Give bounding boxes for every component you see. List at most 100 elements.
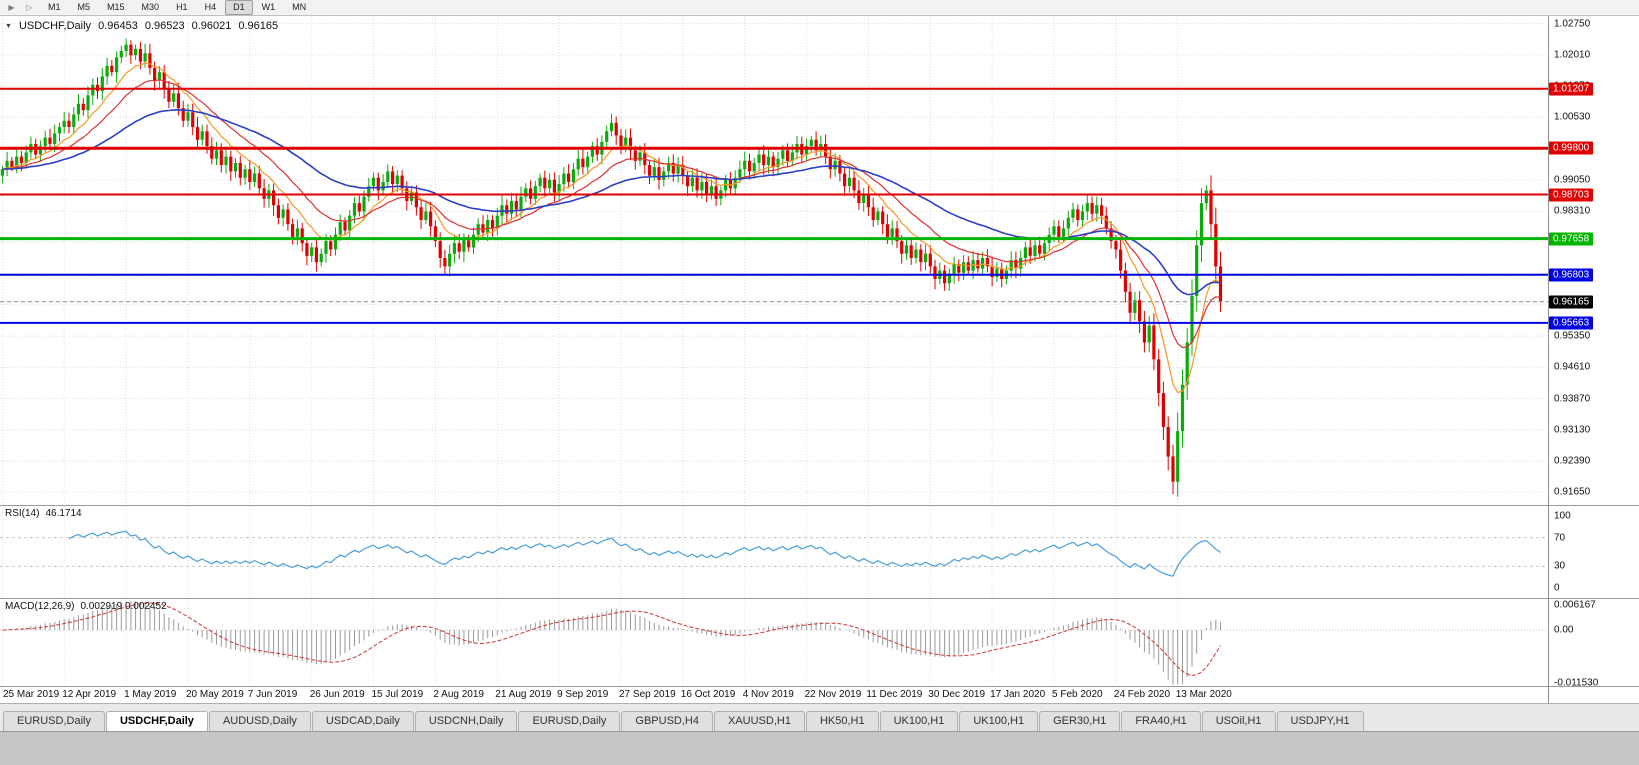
candle <box>1166 416 1170 471</box>
symbol-dropdown-icon[interactable]: ▼ <box>5 22 12 30</box>
rsi-axis[interactable]: 100 70 30 0 <box>1548 506 1639 598</box>
candle <box>1128 282 1132 324</box>
candle <box>295 220 299 245</box>
candle <box>424 202 428 224</box>
rsi-label: RSI(14) <box>5 508 40 519</box>
candle <box>314 238 318 272</box>
timeframe-button-d1[interactable]: D1 <box>225 0 253 15</box>
candle <box>1176 412 1180 497</box>
candle <box>667 156 671 179</box>
chart-tab-gbpusd-h4[interactable]: GBPUSD,H4 <box>621 711 713 731</box>
price-level-flag: 1.01207 <box>1549 82 1594 96</box>
price-level-flag: 0.95663 <box>1549 316 1594 330</box>
timeframe-button-m30[interactable]: M30 <box>141 2 160 12</box>
chart-tab-eurusd-daily[interactable]: EURUSD,Daily <box>518 711 621 731</box>
date-tick-label: 21 Aug 2019 <box>495 689 552 700</box>
candle <box>609 113 614 137</box>
date-tick-label: 13 Mar 2020 <box>1175 689 1232 700</box>
candle <box>91 78 95 105</box>
candle <box>119 45 123 64</box>
candle <box>766 149 771 174</box>
candle <box>129 40 133 64</box>
moving-average-20[interactable] <box>2 79 1221 349</box>
chart-tab-usdjpy-h1[interactable]: USDJPY,H1 <box>1276 711 1364 731</box>
timeframe-button-h4[interactable]: H4 <box>204 2 217 12</box>
candle <box>1090 196 1094 221</box>
candle <box>62 111 66 134</box>
candle <box>72 107 76 134</box>
candle <box>733 170 737 196</box>
chart-tab-usdcad-daily[interactable]: USDCAD,Daily <box>311 711 414 731</box>
candle <box>495 208 499 236</box>
candle <box>586 151 590 175</box>
candle <box>76 94 81 122</box>
price-tick-label: 1.02010 <box>1554 49 1591 61</box>
candle <box>333 227 338 256</box>
chart-tab-uk100-h1[interactable]: UK100,H1 <box>959 711 1039 731</box>
rsi-tick-label: 0 <box>1554 582 1560 594</box>
chart-tab-fra40-h1[interactable]: FRA40,H1 <box>1121 711 1201 731</box>
candle <box>124 38 128 57</box>
candle <box>367 177 371 202</box>
chart-low-value: 0.96021 <box>191 20 232 32</box>
chart-tab-usdcnh-daily[interactable]: USDCNH,Daily <box>414 711 518 731</box>
candle <box>828 149 832 179</box>
macd-header: MACD(12,26,9) 0.002919 0.002452 <box>5 601 167 612</box>
chart-tab-xauusd-h1[interactable]: XAUUSD,H1 <box>713 711 805 731</box>
rsi-tick-label: 30 <box>1554 560 1566 572</box>
candle <box>376 172 380 201</box>
candle <box>229 150 233 181</box>
candle <box>719 186 723 206</box>
candle <box>200 124 204 146</box>
timeframe-button-m5[interactable]: M5 <box>77 2 91 12</box>
rsi-canvas[interactable] <box>0 506 1548 598</box>
candle <box>1171 444 1175 495</box>
candle <box>557 175 561 201</box>
candle <box>747 153 752 180</box>
candle <box>862 188 866 212</box>
macd-axis[interactable]: 0.006167 0.00 -0.011530 <box>1548 599 1639 688</box>
candle <box>1199 188 1204 263</box>
price-chart-canvas[interactable] <box>0 16 1548 505</box>
candle <box>238 155 242 186</box>
candle <box>1066 210 1070 236</box>
candle <box>243 164 247 185</box>
candle <box>1133 291 1137 321</box>
chart-tab-usoil-h1[interactable]: USOil,H1 <box>1201 711 1276 731</box>
moving-average-10[interactable] <box>2 62 1221 394</box>
timeframe-button-h1[interactable]: H1 <box>176 2 188 12</box>
chart-tab-usdchf-daily[interactable]: USDCHF,Daily <box>105 711 208 731</box>
candle <box>957 259 961 282</box>
moving-average-50[interactable] <box>2 108 1221 296</box>
time-axis[interactable]: 25 Mar 2019 12 Apr 2019 1 May 2019 20 May 2… <box>0 686 1639 703</box>
chart-tab-uk100-h1[interactable]: UK100,H1 <box>879 711 959 731</box>
chart-tab-eurusd-daily[interactable]: EURUSD,Daily <box>3 711 105 731</box>
timeframe-button-mn[interactable]: MN <box>292 2 307 12</box>
timeframe-button-m15[interactable]: M15 <box>107 2 125 12</box>
candle <box>562 166 566 192</box>
candle <box>233 158 238 178</box>
candle <box>809 136 813 153</box>
candle <box>157 65 161 89</box>
chart-tab-ger30-h1[interactable]: GER30,H1 <box>1039 711 1121 731</box>
macd-canvas[interactable] <box>0 599 1548 686</box>
chart-tab-hk50-h1[interactable]: HK50,H1 <box>805 711 879 731</box>
chart-tab-audusd-daily[interactable]: AUDUSD,Daily <box>208 711 311 731</box>
candle <box>267 183 271 208</box>
date-tick-label: 22 Nov 2019 <box>804 689 862 700</box>
candle <box>538 173 542 193</box>
price-axis[interactable]: 1.027501.020101.012701.005300.997900.990… <box>1548 16 1639 505</box>
candle <box>819 135 823 158</box>
chart-shift-icon[interactable]: ▷ <box>26 3 33 12</box>
timeframe-button-w1[interactable]: W1 <box>261 2 276 12</box>
candle <box>276 198 280 225</box>
candle <box>433 220 437 247</box>
candle <box>519 186 523 218</box>
auto-scroll-icon[interactable]: ▶ <box>8 3 15 12</box>
candle <box>48 128 52 150</box>
candle <box>57 122 62 142</box>
rsi-indicator-pane: RSI(14) 46.1714 100 70 30 0 <box>0 505 1639 598</box>
candle <box>1009 251 1013 278</box>
timeframe-button-m1[interactable]: M1 <box>48 2 61 12</box>
date-tick-label: 25 Mar 2019 <box>3 689 60 700</box>
